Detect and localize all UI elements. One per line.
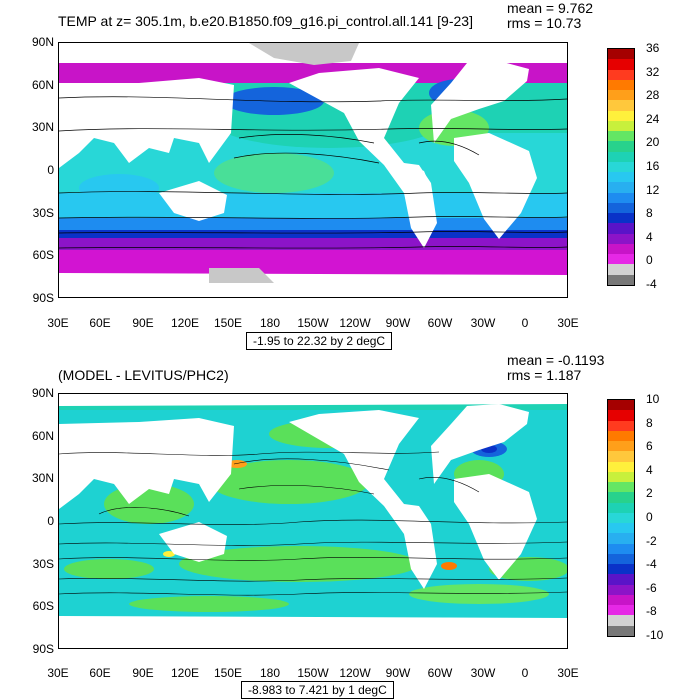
lat-tick: 60S [32,599,54,613]
colorbar-label: 4 [646,229,653,244]
lon-tick: 120E [170,316,200,330]
mean-value: mean = -0.1193 [507,352,605,368]
lat-tick: 90N [31,386,54,400]
lon-tick: 90E [132,316,154,330]
lon-tick: 90W [385,316,411,330]
lon-tick: 30E [47,316,69,330]
colorbar-label: -2 [646,533,657,548]
colorbar-label: -6 [646,580,657,595]
lon-tick: 30W [470,316,496,330]
colorbar-label: 20 [646,135,660,150]
lat-tick: 90N [31,35,54,49]
colorbar-label: -10 [646,628,664,642]
lon-tick: 180 [259,316,281,330]
difference-map [59,394,567,648]
colorbar-label: 8 [646,206,653,221]
lon-tick: 180 [259,666,281,680]
lat-tick: 60S [32,248,54,262]
colorbar-label: 6 [646,439,653,454]
colorbar-label: 4 [646,462,653,477]
lon-tick: 60W [427,666,453,680]
lat-tick: 30N [31,120,54,134]
lon-tick: 30W [470,666,496,680]
colorbar [607,399,635,638]
rms-value: rms = 1.187 [507,367,582,383]
lon-tick: 60E [89,666,111,680]
colorbar-label: 16 [646,159,660,173]
map-frame [58,393,568,649]
lat-tick: 90S [32,291,54,305]
colorbar-label: 28 [646,88,660,103]
contour-range-label: -1.95 to 22.32 by 2 degC [246,332,393,350]
lon-tick: 150E [213,666,243,680]
colorbar-labels: 36 32 28 24 20 16 12 8 4 0 -4 [646,41,686,291]
colorbar-label: -4 [646,277,657,291]
lon-tick: 120W [339,666,371,680]
temperature-map [59,43,567,297]
colorbar-labels: 10 8 6 4 2 0 -2 -4 -6 -8 -10 [646,392,686,642]
mean-value: mean = 9.762 [507,0,594,16]
lat-tick: 0 [47,514,54,528]
lon-tick: 90E [132,666,154,680]
lon-tick: 30E [47,666,69,680]
colorbar-label: 0 [646,253,653,268]
colorbar-label: 32 [646,64,660,79]
lat-tick: 60N [31,78,54,92]
map-frame [58,42,568,298]
colorbar-label: -8 [646,604,657,619]
panel-title: (MODEL - LEVITUS/PHC2) [58,367,229,383]
lon-tick: 150W [297,666,329,680]
lon-tick: 0 [521,316,529,330]
rms-value: rms = 10.73 [507,15,582,31]
lon-tick: 120W [339,316,371,330]
lon-tick: 90W [385,666,411,680]
lon-tick: 120E [170,666,200,680]
colorbar-segment [608,274,634,287]
lon-tick: 30E [557,666,579,680]
colorbar-label: 0 [646,510,653,524]
lon-tick: 150W [297,316,329,330]
panel-title: TEMP at z= 305.1m, b.e20.B1850.f09_g16.p… [58,13,473,29]
lon-tick: 60W [427,316,453,330]
colorbar-label: 12 [646,182,660,197]
lat-tick: 0 [47,163,54,177]
contour-range-label: -8.983 to 7.421 by 1 degC [241,681,394,699]
lon-tick: 60E [89,316,111,330]
colorbar-label: 10 [646,392,660,406]
colorbar-label: 8 [646,415,653,430]
lon-tick: 0 [521,666,529,680]
colorbar-label: 36 [646,41,660,55]
colorbar-label: 24 [646,111,660,126]
lat-tick: 30S [32,206,54,220]
lat-tick: 60N [31,429,54,443]
colorbar [607,48,635,287]
colorbar-label: 2 [646,486,653,501]
lat-tick: 30S [32,557,54,571]
lon-tick: 150E [213,316,243,330]
lat-tick: 30N [31,471,54,485]
lon-tick: 30E [557,316,579,330]
lat-tick: 90S [32,642,54,656]
colorbar-label: -4 [646,557,657,572]
colorbar-segment [608,625,634,638]
